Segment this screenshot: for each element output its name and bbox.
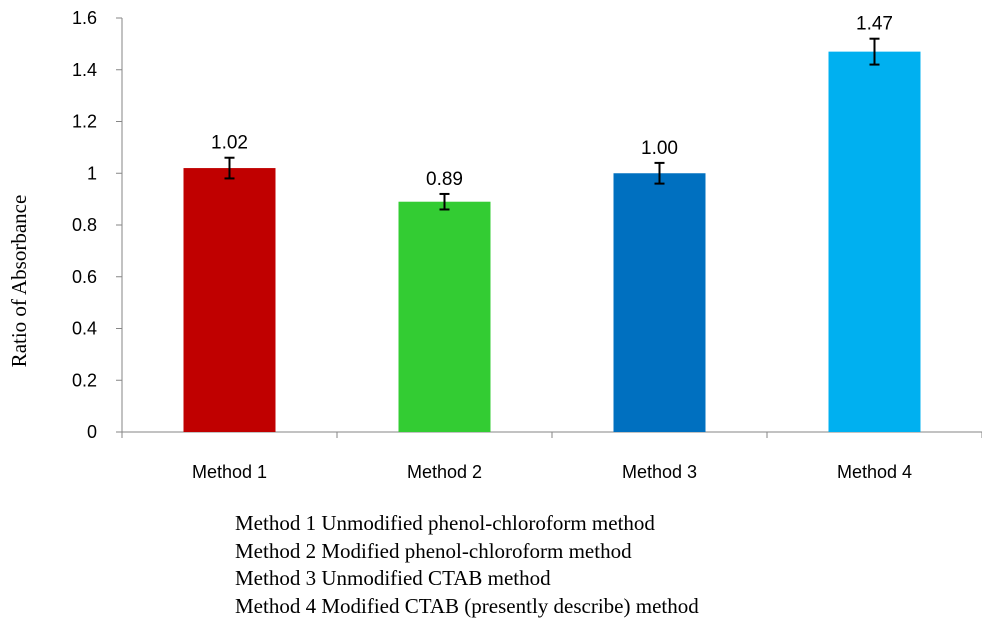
x-tick-label: Method 1	[192, 462, 267, 482]
y-tick-label: 0.8	[72, 215, 97, 235]
error-bars-group	[224, 37, 880, 211]
y-tick-label: 0.4	[72, 319, 97, 339]
method-notes: Method 1 Unmodified phenol-chloroform me…	[235, 510, 699, 620]
data-label: 1.47	[856, 14, 893, 35]
data-labels-group: 1.02 0.89 1.00 1.47	[211, 14, 893, 190]
y-tick-label: 0.2	[72, 370, 97, 390]
bar	[183, 168, 276, 432]
x-tick-labels-group: Method 1 Method 2 Method 3 Method 4	[192, 462, 912, 482]
y-axis-title: Ratio of Absorbance	[7, 195, 31, 368]
bar	[828, 51, 921, 432]
method-note: Method 2 Modified phenol-chloroform meth…	[235, 538, 632, 563]
data-label: 1.02	[211, 133, 248, 154]
method-note: Method 4 Modified CTAB (presently descri…	[235, 593, 699, 618]
y-tick-label: 1.6	[72, 8, 97, 28]
y-tick-label: 1	[87, 163, 97, 183]
y-tick-label: 1.2	[72, 112, 97, 132]
y-tick-label: 0	[87, 422, 97, 442]
y-tick-label: 0.6	[72, 267, 97, 287]
x-tick-label: Method 4	[837, 462, 912, 482]
method-note: Method 3 Unmodified CTAB method	[235, 566, 551, 590]
y-tick-label: 1.4	[72, 60, 97, 80]
data-label: 0.89	[426, 169, 463, 190]
data-label: 1.00	[641, 138, 678, 159]
x-tick-label: Method 3	[622, 462, 697, 482]
bar	[398, 201, 491, 432]
x-tick-label: Method 2	[407, 462, 482, 482]
bars-group	[183, 51, 921, 432]
bar	[613, 173, 706, 432]
method-note: Method 1 Unmodified phenol-chloroform me…	[235, 511, 655, 535]
y-tick-labels-group: 0 0.2 0.4 0.6 0.8 1 1.2 1.4 1.6	[72, 8, 97, 442]
